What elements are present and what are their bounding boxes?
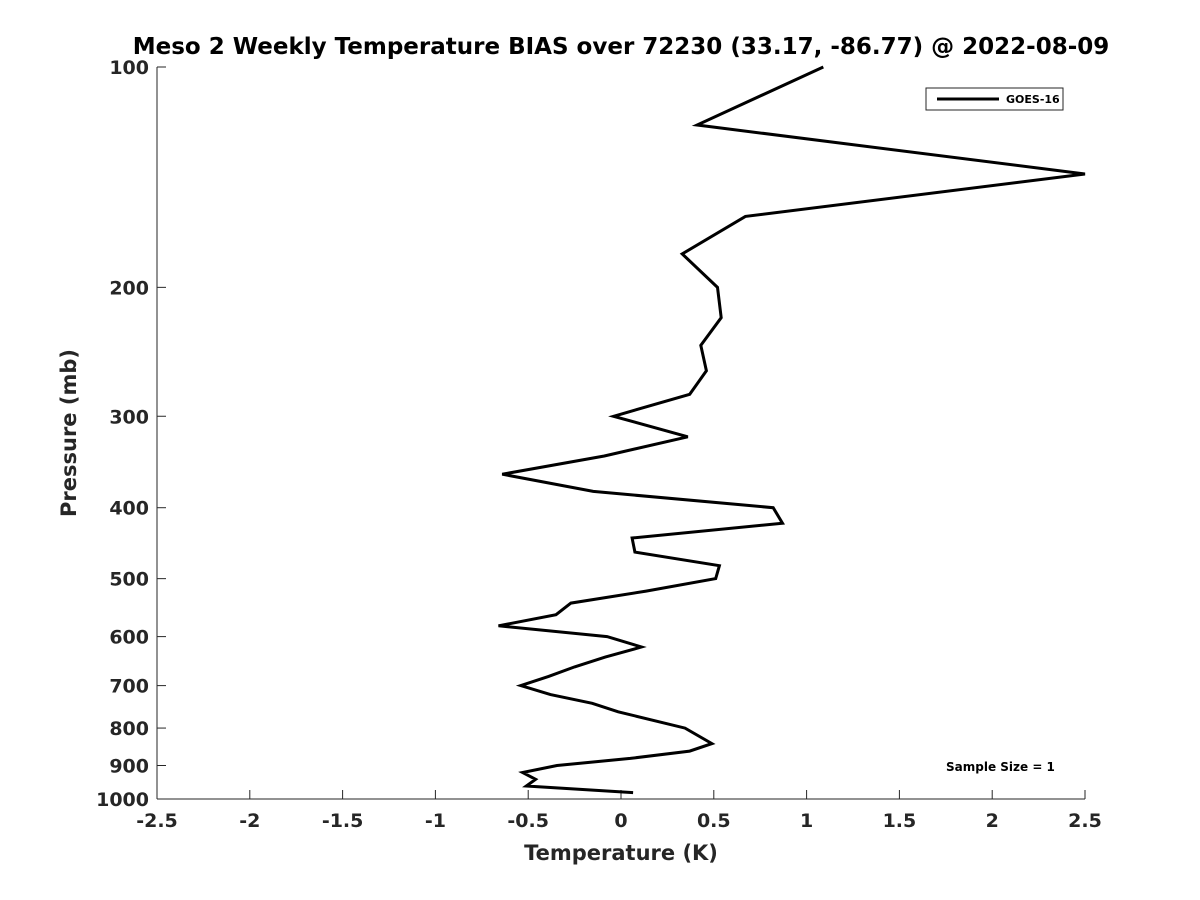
y-tick-label: 100 [109, 57, 149, 79]
series-layer [498, 65, 1086, 795]
y-tick-label: 600 [109, 627, 149, 649]
x-tick-label: 1.5 [883, 810, 917, 832]
y-tick-label: 800 [109, 718, 149, 740]
x-tick-label: -2.5 [136, 810, 178, 832]
x-tick-label: 0.5 [697, 810, 731, 832]
x-tick-label: 2 [986, 810, 999, 832]
axes: -2.5 -2 -1.5 -1 -0.5 0 0.5 1 1.5 2 2.5 100 200 300 400… [96, 57, 1102, 832]
chart-title: Meso 2 Weekly Temperature BIAS over 7223… [133, 34, 1110, 60]
y-tick-label: 700 [109, 676, 149, 698]
x-tick-label: 2.5 [1068, 810, 1102, 832]
y-tick-label: 300 [109, 406, 149, 428]
x-tick-label: -2 [239, 810, 260, 832]
x-tick-label: 0 [614, 810, 627, 832]
y-tick-label: 500 [109, 569, 149, 591]
y-tick-label: 200 [109, 277, 149, 299]
x-axis-label: Temperature (K) [524, 841, 718, 865]
sample-size-annotation: Sample Size = 1 [946, 760, 1055, 774]
y-tick-label: 400 [109, 498, 149, 520]
x-tick-label: -1.5 [322, 810, 364, 832]
y-tick-label: 1000 [96, 789, 149, 811]
legend: GOES-16 [925, 87, 1064, 111]
x-tick-label: 1 [800, 810, 813, 832]
y-tick-label: 900 [109, 756, 149, 778]
y-axis-label: Pressure (mb) [57, 349, 81, 517]
x-tick-label: -1 [425, 810, 446, 832]
x-tick-label: -0.5 [507, 810, 549, 832]
legend-entry-goes-16: GOES-16 [1006, 93, 1060, 106]
series-line-goes-16 [498, 65, 1086, 795]
